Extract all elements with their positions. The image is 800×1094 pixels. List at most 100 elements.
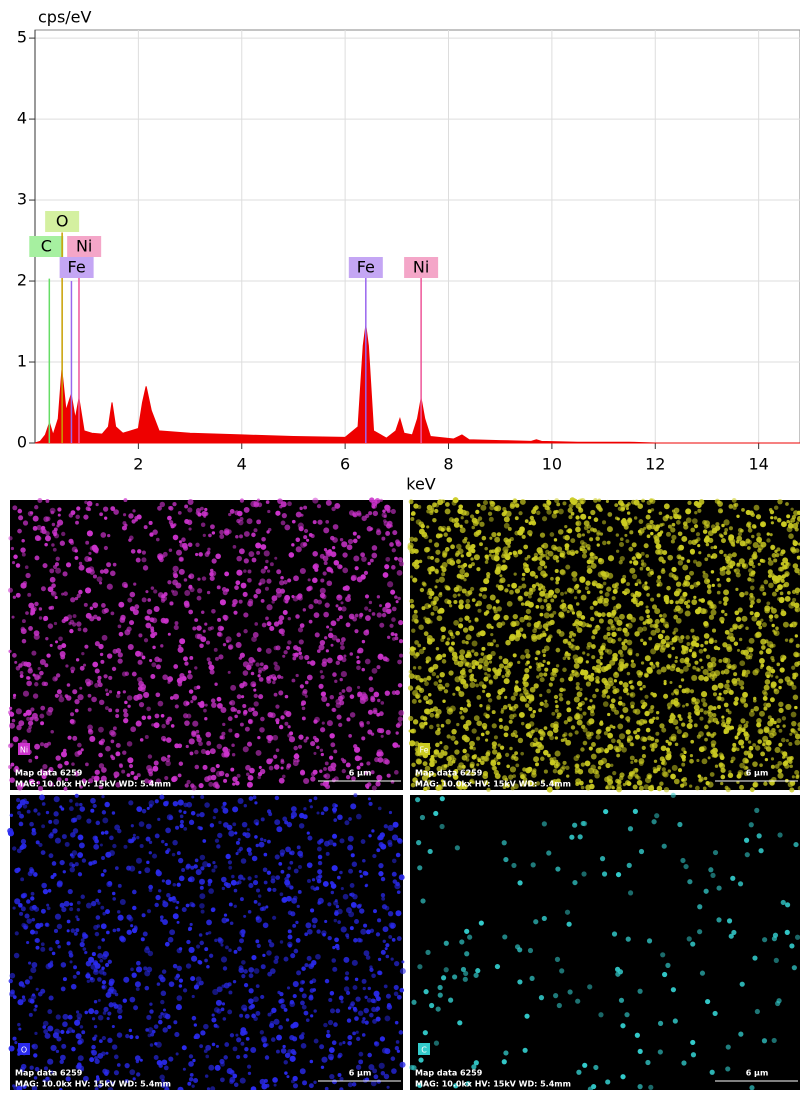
map-dot: [104, 830, 108, 834]
map-dot: [257, 736, 260, 739]
map-dot: [137, 694, 143, 700]
map-dot: [361, 1020, 365, 1024]
map-dot: [87, 980, 90, 983]
map-dot: [320, 675, 324, 679]
map-dot: [425, 709, 431, 715]
map-dot: [452, 500, 457, 505]
map-dot: [79, 806, 85, 812]
map-dot: [200, 855, 205, 860]
map-dot: [375, 498, 381, 504]
map-dot: [490, 594, 496, 600]
map-dot: [235, 535, 239, 539]
map-dot: [574, 596, 577, 599]
map-dot: [86, 567, 92, 573]
map-dot: [272, 916, 276, 920]
map-dot: [73, 965, 77, 969]
map-dot: [644, 581, 647, 584]
map-dot: [158, 701, 164, 707]
map-dot: [450, 706, 456, 712]
map-dot: [731, 756, 736, 761]
map-dot: [40, 659, 46, 665]
map-dot: [775, 676, 778, 679]
map-dot: [255, 1011, 260, 1016]
map-dot: [415, 675, 420, 680]
map-dot: [459, 525, 462, 528]
map-dot: [16, 868, 20, 872]
map-dot: [354, 1016, 359, 1021]
map-dot: [243, 682, 248, 687]
map-dot: [438, 679, 442, 683]
map-dot: [426, 676, 431, 681]
map-dot: [687, 723, 693, 729]
map-dot: [38, 667, 41, 670]
map-dot: [788, 742, 792, 746]
map-dot: [690, 754, 693, 757]
map-dot: [267, 739, 271, 743]
map-dot: [750, 595, 753, 598]
map-dot: [329, 756, 333, 760]
map-dot: [720, 510, 723, 513]
map-dot: [575, 619, 580, 624]
map-dot: [379, 842, 384, 847]
map-dot: [99, 1039, 103, 1043]
map-dot: [56, 1050, 59, 1053]
map-dot: [296, 938, 301, 943]
map-dot: [645, 655, 651, 661]
map-dot: [741, 508, 745, 512]
map-dot: [65, 664, 68, 667]
map-dot: [646, 606, 649, 609]
map-dot: [294, 869, 299, 874]
map-dot: [376, 932, 380, 936]
map-dot: [610, 703, 615, 708]
map-dot: [590, 510, 595, 515]
map-dot: [338, 1073, 342, 1077]
map-dot: [305, 695, 308, 698]
map-dot: [397, 660, 402, 665]
map-dot: [681, 557, 684, 560]
map-dot: [491, 554, 497, 560]
map-dot: [554, 760, 558, 764]
map-dot: [386, 603, 391, 608]
map-dot: [638, 519, 643, 524]
map-dot: [655, 739, 659, 743]
map-dot: [696, 537, 700, 541]
map-dot: [696, 532, 700, 536]
map-dot: [548, 590, 554, 596]
map-dot: [80, 942, 85, 947]
map-dot: [560, 569, 566, 575]
map-dot: [266, 648, 272, 654]
map-dot: [664, 595, 670, 601]
map-dot: [294, 754, 300, 760]
map-dot: [276, 592, 282, 598]
map-dot: [100, 570, 104, 574]
map-dot: [266, 530, 269, 533]
map-dot: [527, 616, 532, 621]
map-dot: [385, 531, 390, 536]
map-dot: [694, 511, 697, 514]
map-dot: [777, 518, 781, 522]
map-dot: [169, 506, 174, 511]
map-dot: [198, 702, 201, 705]
map-dot: [641, 499, 645, 503]
map-dot: [757, 548, 761, 552]
map-dot: [555, 581, 559, 585]
map-dot: [759, 650, 763, 654]
map-dot: [399, 988, 404, 993]
map-dot: [316, 746, 320, 750]
map-dot: [475, 510, 479, 514]
map-dot: [497, 689, 503, 695]
map-dot: [568, 643, 573, 648]
map-dot: [618, 638, 622, 642]
map-dot: [538, 730, 541, 733]
map-dot: [662, 767, 666, 771]
map-dot: [346, 686, 352, 692]
map-dot: [791, 601, 796, 606]
map-dot: [553, 594, 557, 598]
map-dot: [471, 562, 475, 566]
map-dot: [72, 689, 77, 694]
map-dot: [548, 621, 553, 626]
map-dot: [525, 703, 530, 708]
map-dot: [434, 681, 439, 686]
map-dot: [777, 499, 782, 504]
map-dot: [685, 635, 689, 639]
